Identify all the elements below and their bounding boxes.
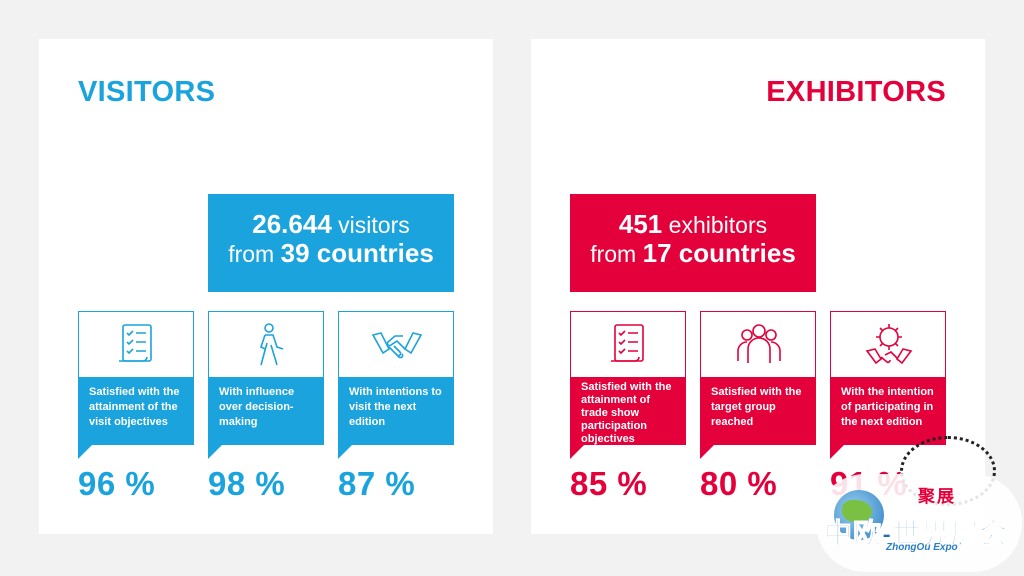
visitors-card-influence: With influence over decision-making [208,311,324,459]
visitors-percent-objectives: 96 % [78,465,156,502]
walking-person-icon [260,323,284,366]
watermark-main-text: 中欧-世界展会 [823,518,1009,550]
group-of-people-icon [737,324,781,363]
exhibitors-card-next-edition: With the intention of participating in t… [830,311,946,459]
exhibitors-heading: EXHIBITORS [766,76,946,108]
visitors-count-unit: visitors [338,212,410,238]
visitors-summary-box: 26.644 visitors from 39 countries [208,194,454,292]
exhibitors-count: 451 [618,209,663,239]
watermark-sub-text: ZhongOu Expo [886,542,958,553]
visitors-from: from [228,241,275,267]
exhibitors-card-target-group: Satisfied with the target group reached [700,311,816,459]
visitors-percent-next-edition: 87 % [338,465,416,502]
card-label: Satisfied with the attainment of trade s… [570,377,686,445]
exhibitors-count-unit: exhibitors [668,212,768,238]
handshake-icon [371,332,423,359]
card-label: With intentions to visit the next editio… [338,377,454,445]
exhibitors-countries: 17 countries [642,238,796,268]
watermark-small-text: 聚展 [918,487,956,506]
exhibitors-percent-objectives: 85 % [570,465,648,502]
exhibitors-from: from [590,241,637,267]
visitors-count: 26.644 [252,209,332,239]
exhibitors-summary-box: 451 exhibitors from 17 countries [570,194,816,292]
exhibitors-percent-target-group: 80 % [700,465,778,502]
card-label: With influence over decision-making [208,377,324,445]
card-label: Satisfied with the target group reached [700,377,816,445]
checklist-icon [611,324,644,362]
card-label: Satisfied with the attainment of the vis… [78,377,194,445]
visitors-countries: 39 countries [280,238,434,268]
visitors-card-next-edition: With intentions to visit the next editio… [338,311,454,459]
card-label: With the intention of participating in t… [830,377,946,445]
watermark-logo: 聚展 中欧-世界展会 ZhongOu Expo [812,430,1024,576]
visitors-card-objectives: Satisfied with the attainment of the vis… [78,311,194,459]
exhibitors-card-objectives: Satisfied with the attainment of trade s… [570,311,686,459]
checklist-icon [119,324,152,362]
visitors-percent-influence: 98 % [208,465,286,502]
gear-handshake-icon [865,324,913,365]
visitors-heading: VISITORS [78,76,216,108]
